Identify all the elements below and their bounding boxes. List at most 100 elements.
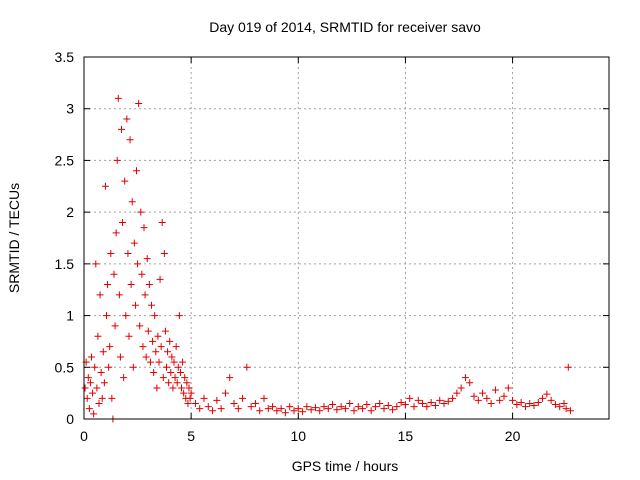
data-point [176, 368, 184, 376]
data-point [185, 384, 193, 392]
data-point [556, 403, 564, 411]
data-point [143, 255, 151, 263]
data-point [84, 374, 92, 382]
data-point [124, 250, 132, 258]
data-point [159, 374, 167, 382]
data-point [178, 384, 185, 392]
data-point [560, 399, 568, 407]
data-point [324, 405, 332, 413]
data-point [509, 396, 517, 404]
data-point [564, 363, 572, 371]
data-point [167, 368, 175, 376]
data-point [423, 403, 431, 411]
data-point [100, 379, 108, 387]
data-point [94, 332, 102, 340]
x-tick-label: 5 [187, 428, 195, 444]
data-point [173, 379, 181, 387]
data-point [166, 337, 174, 345]
y-tick-label: 2 [66, 204, 74, 220]
data-point [290, 407, 298, 415]
y-tick-label: 1.5 [55, 256, 75, 272]
data-point [83, 394, 91, 402]
data-point [243, 363, 251, 371]
data-point [149, 337, 157, 345]
data-point [155, 358, 163, 366]
data-point [551, 401, 559, 409]
plot-frame [83, 56, 610, 420]
data-point [154, 332, 162, 340]
y-tick-label: 0.5 [55, 359, 75, 375]
data-point [112, 229, 120, 237]
data-point [200, 394, 208, 402]
data-point [264, 405, 272, 413]
data-point [449, 394, 457, 402]
data-point [152, 348, 160, 356]
data-point [286, 403, 294, 411]
data-point [113, 156, 121, 164]
data-point [461, 374, 469, 382]
data-point [534, 398, 542, 406]
data-point [180, 389, 188, 397]
data-points [81, 94, 574, 423]
data-point [153, 384, 161, 392]
data-point [164, 348, 172, 356]
data-point [140, 224, 148, 232]
data-point [156, 275, 164, 283]
data-point [139, 343, 147, 351]
data-point [566, 407, 574, 415]
y-tick-label: 1 [66, 308, 74, 324]
data-point [168, 353, 176, 361]
data-point [88, 353, 95, 361]
data-point [269, 403, 277, 411]
data-point [320, 403, 328, 411]
data-point [103, 312, 110, 320]
data-point [311, 404, 319, 412]
data-point [181, 374, 189, 382]
data-point [196, 405, 204, 413]
y-axis-label: SRMTID / TECUs [6, 183, 22, 293]
data-point [89, 389, 97, 397]
data-point [133, 167, 140, 175]
data-point [496, 396, 504, 404]
data-point [144, 327, 152, 335]
data-point [131, 301, 139, 309]
data-point [547, 396, 555, 404]
data-point [150, 368, 158, 376]
data-point [142, 353, 150, 361]
data-point [126, 136, 134, 144]
data-point [127, 281, 135, 289]
data-point [517, 398, 525, 406]
y-tick-label: 2.5 [55, 152, 75, 168]
data-point [251, 399, 259, 407]
data-point [247, 403, 255, 411]
data-point [120, 374, 128, 382]
data-point [90, 410, 98, 418]
data-point [115, 291, 123, 299]
data-point [116, 353, 124, 361]
data-point [179, 358, 187, 366]
data-point [393, 403, 401, 411]
data-point [303, 403, 311, 411]
data-point [145, 281, 153, 289]
data-point [256, 407, 264, 415]
data-point [95, 399, 103, 407]
data-point [134, 260, 142, 268]
data-point [151, 312, 159, 320]
data-point [183, 379, 191, 387]
data-point [186, 394, 194, 402]
data-point [217, 405, 225, 413]
data-point [539, 394, 547, 402]
data-point [209, 407, 217, 415]
data-point [350, 407, 358, 415]
data-point [163, 363, 170, 371]
data-point [316, 407, 324, 415]
data-point [543, 390, 551, 398]
data-point [93, 384, 101, 392]
data-point [118, 125, 125, 133]
data-point [521, 403, 529, 411]
data-point [273, 407, 281, 415]
data-point [97, 368, 105, 376]
data-point [376, 399, 384, 407]
data-point [92, 260, 100, 268]
data-point [230, 399, 238, 407]
